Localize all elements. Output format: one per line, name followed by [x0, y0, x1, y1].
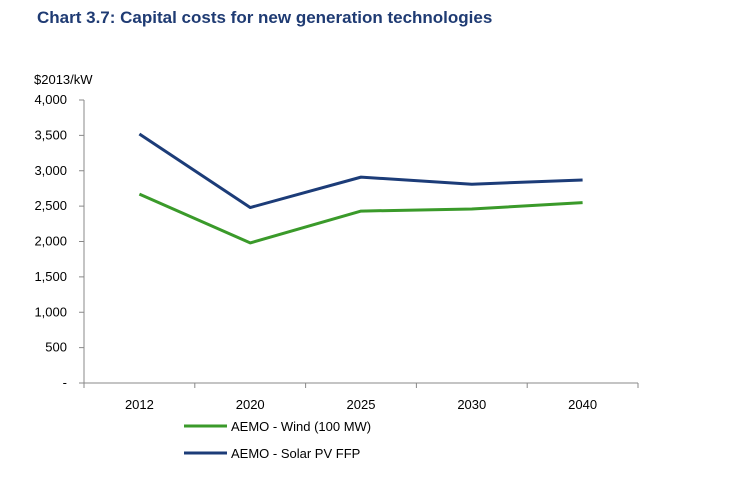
series-line-wind — [138, 192, 583, 245]
x-tick-label: 2020 — [236, 397, 265, 412]
y-axis-unit-label: $2013/kW — [34, 72, 93, 87]
legend-label: AEMO - Wind (100 MW) — [231, 419, 371, 434]
y-tick-label: 3,500 — [34, 127, 67, 142]
y-tick-label: 4,000 — [34, 92, 67, 107]
chart-title: Chart 3.7: Capital costs for new generat… — [37, 8, 493, 27]
x-tick-label: 2040 — [568, 397, 597, 412]
series-line-solar-pv — [138, 132, 583, 210]
y-tick-label: 1,000 — [34, 304, 67, 319]
y-tick-label: - — [63, 375, 67, 390]
y-tick-label: 500 — [45, 340, 67, 355]
legend: AEMO - Wind (100 MW) AEMO - Solar PV FFP — [184, 419, 371, 461]
y-tick-label: 3,000 — [34, 163, 67, 178]
axes: - 500 1,000 1,500 2,000 2,500 3,000 3,500 4,000 2… — [34, 92, 639, 412]
y-tick-label: 2,000 — [34, 234, 67, 249]
y-tick-label: 1,500 — [34, 269, 67, 284]
x-tick-label: 2012 — [125, 397, 154, 412]
series-layer — [138, 132, 583, 245]
x-tick-label: 2025 — [347, 397, 376, 412]
y-tick-label: 2,500 — [34, 198, 67, 213]
legend-label: AEMO - Solar PV FFP — [231, 446, 360, 461]
x-tick-label: 2030 — [457, 397, 486, 412]
